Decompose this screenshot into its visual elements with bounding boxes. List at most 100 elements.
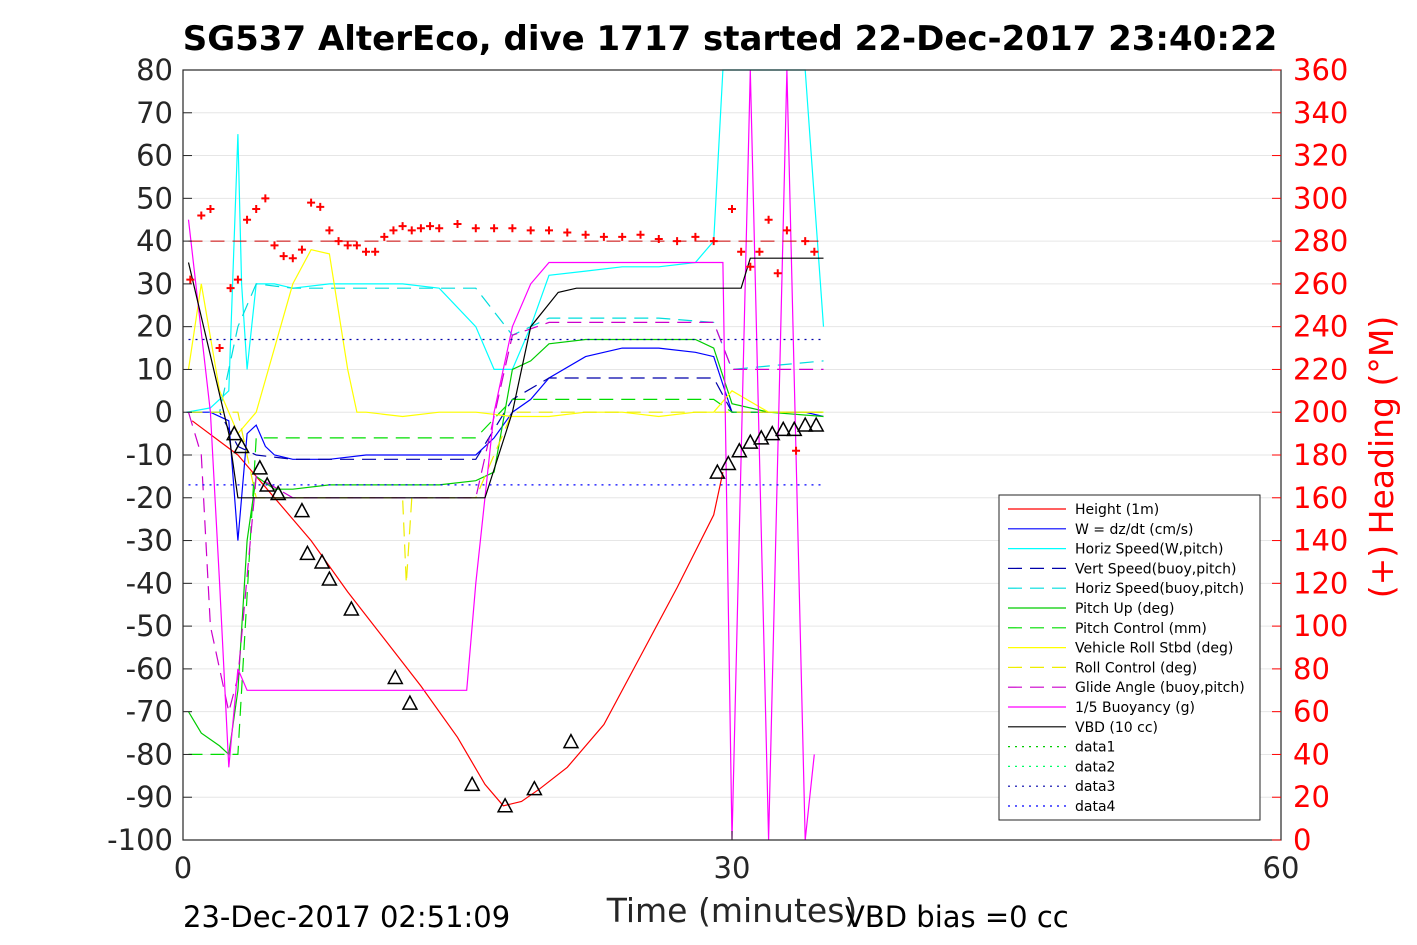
y-tick-label: 20 <box>136 310 173 344</box>
heading-point <box>545 226 553 235</box>
series-line <box>186 347 824 541</box>
y-tick-label: 80 <box>136 53 173 87</box>
heading-point <box>352 241 361 250</box>
legend-entry: data4 <box>1075 799 1116 815</box>
series-line <box>187 338 824 756</box>
heading-point <box>709 237 718 246</box>
profile-marker <box>313 553 331 569</box>
y-tick-label: 40 <box>136 224 173 258</box>
series-line <box>191 420 724 807</box>
heading-point <box>773 269 782 278</box>
y-tick-label: -70 <box>126 695 173 729</box>
profile-marker <box>401 694 419 710</box>
chart-title: SG537 AlterEco, dive 1717 started 22-Dec… <box>183 19 1278 59</box>
profile-marker <box>764 425 781 441</box>
y2-tick-label: 100 <box>1293 609 1348 643</box>
legend-entry: Pitch Up (deg) <box>1075 601 1174 617</box>
heading-point <box>261 194 270 203</box>
heading-point <box>508 224 517 233</box>
y2-tick-label: 40 <box>1293 737 1330 771</box>
series-line <box>188 411 824 584</box>
heading-point <box>325 226 334 235</box>
x-tick-label: 0 <box>174 851 192 885</box>
y-tick-label: -50 <box>126 609 173 643</box>
legend-entry: 1/5 Buoyancy (g) <box>1075 700 1195 716</box>
legend-entry: Pitch Control (mm) <box>1075 621 1207 637</box>
y-tick-label: -90 <box>126 780 173 814</box>
profile-marker <box>753 429 770 445</box>
profile-marker <box>321 570 338 586</box>
legend-entry: W = dz/dt (cm/s) <box>1075 522 1194 538</box>
series-line <box>187 257 824 499</box>
y2-tick-label: 80 <box>1293 652 1330 686</box>
heading-point <box>407 226 416 235</box>
y-tick-label: -100 <box>107 823 173 857</box>
profile-marker <box>562 733 580 749</box>
legend-entry: Horiz Speed(W,pitch) <box>1075 542 1223 558</box>
legend-entry: Height (1m) <box>1075 502 1159 518</box>
legend-entry: data3 <box>1075 779 1115 795</box>
heading-point <box>334 237 343 246</box>
y2-tick-label: 160 <box>1293 481 1348 515</box>
y2-tick-label: 360 <box>1293 53 1348 87</box>
y-tick-label: -40 <box>126 566 173 600</box>
series-line <box>188 398 824 756</box>
profile-marker <box>496 797 514 813</box>
legend-entry: Horiz Speed(buoy,pitch) <box>1075 581 1244 597</box>
heading-point <box>371 247 380 256</box>
heading-point <box>343 241 352 250</box>
left-axis: 80 70 60 50 40 30 20 10 0 -10 -20 -30 -40 -50 -60 -70 -8… <box>107 53 192 857</box>
series-line <box>187 69 815 841</box>
heading-point <box>297 245 306 254</box>
y-tick-label: -10 <box>126 438 173 472</box>
heading-point <box>389 226 398 235</box>
y-tick-label: 70 <box>136 96 173 130</box>
heading-point <box>243 215 252 224</box>
heading-point <box>737 247 746 256</box>
footer-vbd-bias: VBD bias =0 cc <box>845 900 1069 934</box>
profile-marker <box>796 416 814 432</box>
y2-tick-label: 120 <box>1293 566 1348 600</box>
legend-entry: Vehicle Roll Stbd (deg) <box>1075 641 1233 657</box>
y2-tick-label: 0 <box>1293 823 1311 857</box>
legend-entry: Vert Speed(buoy,pitch) <box>1075 561 1237 577</box>
heading-point <box>288 254 297 263</box>
heading-point <box>801 237 810 246</box>
legend-entry: VBD (10 cc) <box>1075 720 1158 736</box>
legend-entry: Roll Control (deg) <box>1075 660 1197 676</box>
y-tick-label: 10 <box>136 352 173 386</box>
heading-point <box>398 222 407 231</box>
heading-point <box>810 247 819 256</box>
x-axis-label: Time (minutes) <box>606 891 858 930</box>
x-tick-label: 60 <box>1263 851 1300 885</box>
legend-entry: data2 <box>1075 759 1115 775</box>
x-axis: 0 30 60 <box>174 831 1300 885</box>
heading-point <box>380 232 389 241</box>
profile-marker <box>720 454 737 471</box>
series-line <box>187 321 824 712</box>
profile-marker <box>785 420 803 437</box>
heading-point <box>453 220 462 228</box>
profile-marker <box>343 600 360 616</box>
profile-marker <box>742 433 759 449</box>
heading-points <box>186 194 820 455</box>
heading-point <box>426 222 435 231</box>
heading-point <box>691 232 700 241</box>
heading-point <box>279 252 288 261</box>
heading-point <box>490 224 499 233</box>
y2-tick-label: 260 <box>1293 267 1348 301</box>
heading-point <box>673 237 682 246</box>
profile-marker <box>463 775 481 792</box>
heading-point <box>307 198 316 207</box>
y-tick-label: -20 <box>126 481 173 515</box>
legend-entry: Glide Angle (buoy,pitch) <box>1075 680 1245 696</box>
series-line <box>186 377 824 460</box>
profile-marker <box>258 476 276 492</box>
heading-point <box>728 205 736 214</box>
profile-marker <box>387 668 404 685</box>
series-line <box>186 283 824 413</box>
y2-tick-label: 200 <box>1293 395 1348 429</box>
y-tick-label: 30 <box>136 267 173 301</box>
y2-tick-label: 340 <box>1293 96 1348 130</box>
